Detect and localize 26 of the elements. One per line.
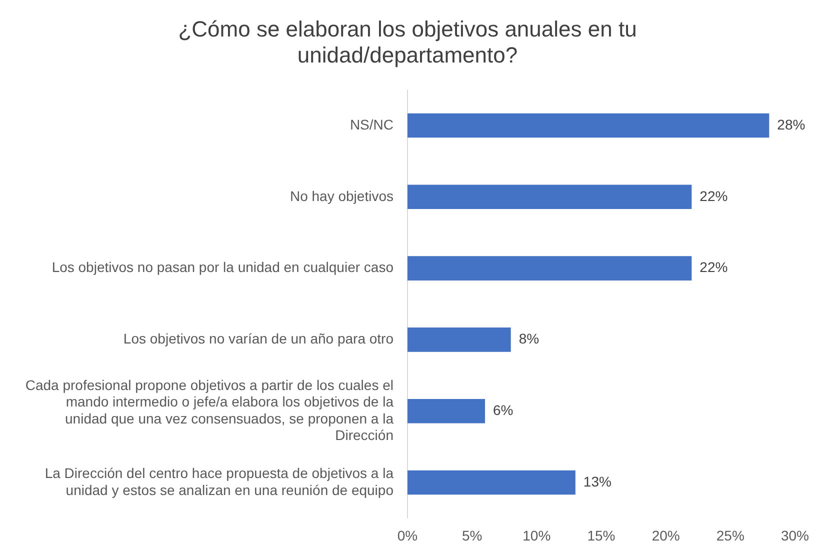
x-tick-label: 10% — [522, 527, 551, 544]
data-label: 8% — [518, 330, 540, 347]
data-label: 22% — [700, 188, 728, 204]
bar — [408, 184, 692, 210]
y-tick-label: La Dirección del centro hace propuesta de objetivos a la unidad y estos se analizan en una reunión de equipo — [44, 464, 394, 498]
x-tick-label: 5% — [462, 527, 482, 544]
y-tick-label: Los objetivos no varían de un año para otro — [123, 330, 394, 347]
x-tick-label: 0% — [397, 527, 418, 544]
data-label: 13% — [583, 473, 612, 490]
y-tick-label: Los objetivos no pasan por la unidad en cualquier caso — [52, 259, 394, 276]
data-label: 28% — [777, 116, 806, 132]
x-tick-label: 15% — [587, 527, 616, 544]
bar — [408, 470, 576, 495]
x-tick-label: 30% — [780, 527, 810, 544]
data-label: 22% — [700, 259, 728, 276]
y-tick-label: NS/NC — [350, 116, 394, 132]
x-tick-label: 20% — [652, 527, 680, 544]
bar — [408, 328, 511, 352]
x-tick-label: 25% — [716, 527, 744, 544]
y-tick-label: Cada profesional propone objetivos a partir de los cuales el mando intermedio o jefe/a elabora los objetivos de la unidad que una vez consensuados, se proponen a la Dirección — [25, 376, 394, 444]
bar — [408, 256, 692, 280]
data-label: 6% — [493, 402, 514, 418]
bar — [408, 113, 770, 138]
chart-title: ¿Cómo se elaboran los objetivos anuales en tu unidad/departamento? — [178, 16, 637, 68]
bar — [408, 398, 485, 424]
y-tick-label: No hay objetivos — [290, 188, 394, 204]
